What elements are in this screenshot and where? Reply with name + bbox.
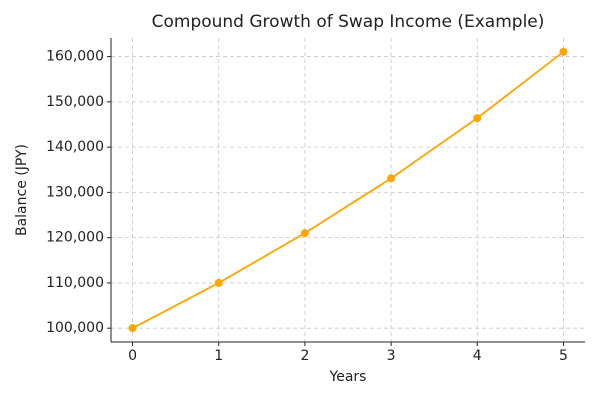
x-tick-label: 1 [214, 348, 223, 364]
y-tick-label: 120,000 [46, 230, 104, 246]
y-tick-label: 160,000 [46, 49, 104, 65]
y-tick-label: 140,000 [46, 139, 104, 155]
data-point [473, 114, 482, 123]
x-axis-label: Years [329, 369, 367, 385]
data-point [559, 47, 568, 56]
y-tick-label: 130,000 [46, 184, 104, 200]
x-tick-label: 5 [559, 348, 568, 364]
y-tick-label: 110,000 [46, 275, 104, 291]
x-tick-label: 4 [473, 348, 482, 364]
data-line [132, 51, 565, 329]
x-tick-label: 0 [128, 348, 137, 364]
data-point [128, 324, 137, 333]
y-tick-label: 150,000 [46, 94, 104, 110]
chart-title: Compound Growth of Swap Income (Example) [152, 12, 545, 32]
data-point [300, 229, 309, 238]
x-tick-label: 2 [300, 348, 309, 364]
y-axis-label: Balance (JPY) [14, 144, 30, 236]
y-tick-label: 100,000 [46, 320, 104, 336]
x-tick-label: 3 [387, 348, 396, 364]
data-point [387, 174, 396, 183]
data-point [214, 278, 223, 287]
